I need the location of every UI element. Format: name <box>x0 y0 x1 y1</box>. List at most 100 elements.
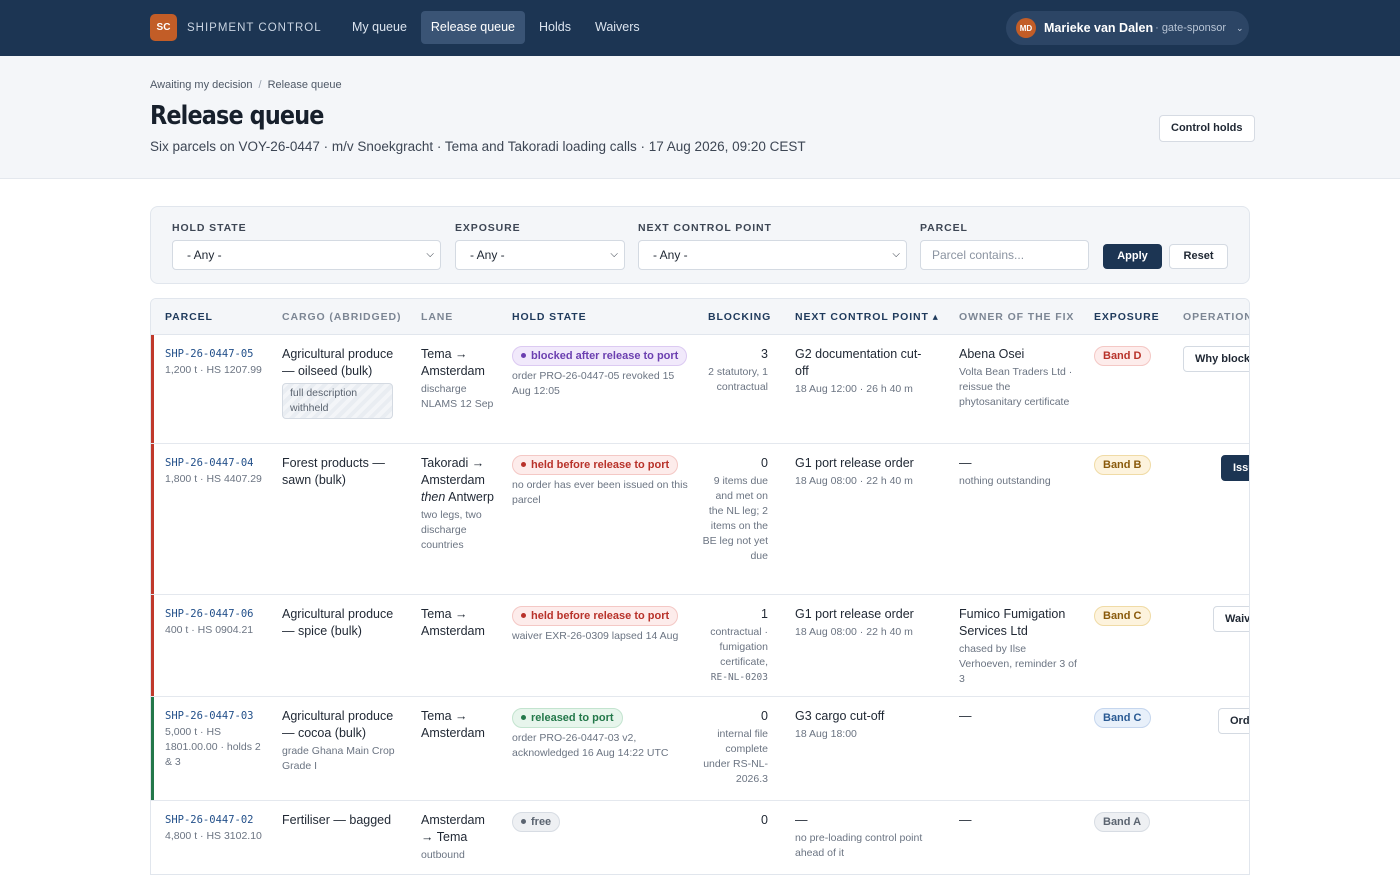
parcel-id-link[interactable]: SHP-26-0447-04 <box>165 457 254 469</box>
parcel-id-link[interactable]: SHP-26-0447-05 <box>165 348 254 360</box>
page-title: Release queue <box>150 101 324 131</box>
breadcrumb-parent[interactable]: Awaiting my decision <box>150 79 253 91</box>
brand[interactable]: SC SHIPMENT CONTROL <box>150 14 322 41</box>
exposure-label: EXPOSURE <box>455 222 521 234</box>
table-row[interactable]: SHP-26-0447-05 1,200 t · HS 1207.99 Agri… <box>151 335 1249 444</box>
col-cargo[interactable]: CARGO (ABRIDGED) <box>282 311 402 323</box>
waive-button[interactable]: Waive <box>1213 606 1249 632</box>
fix-owner-note: chased by Ilse Verhoeven, reminder 3 of … <box>959 643 1077 685</box>
parcel-meta: 5,000 t · HS 1801.00.00 · holds 2 & 3 <box>165 726 261 768</box>
order-button[interactable]: Order <box>1218 708 1249 734</box>
next-control-time: 18 Aug 08:00 · 22 h 40 m <box>795 626 913 638</box>
col-owner[interactable]: OWNER OF THE FIX <box>959 311 1075 323</box>
fix-owner: — <box>959 709 972 723</box>
blocking-count: 0 <box>761 456 768 470</box>
hold-state-value: - Any - <box>187 248 222 262</box>
lane: Tema → Amsterdam <box>421 607 485 638</box>
col-blocking[interactable]: BLOCKING <box>708 311 772 323</box>
col-exposure[interactable]: EXPOSURE <box>1094 311 1160 323</box>
blocking-count: 1 <box>761 607 768 621</box>
nav-waivers[interactable]: Waivers <box>594 20 640 34</box>
hold-state-select[interactable]: - Any - ⌵ <box>172 240 441 270</box>
hold-note: order PRO-26-0447-05 revoked 15 Aug 12:0… <box>512 370 675 397</box>
cargo-description: Agricultural produce — cocoa (bulk) <box>282 709 394 740</box>
filter-panel: HOLD STATE - Any - ⌵ EXPOSURE - Any - ⌵ … <box>150 206 1250 284</box>
nav-my-queue[interactable]: My queue <box>352 20 407 34</box>
exposure-badge: Band B <box>1094 455 1151 475</box>
control-holds-button[interactable]: Control holds <box>1159 115 1255 142</box>
table-row[interactable]: SHP-26-0447-04 1,800 t · HS 4407.29 Fore… <box>151 444 1249 595</box>
page-subtitle: Six parcels on VOY-26-0447 · m/v Snoekgr… <box>150 139 806 154</box>
parcel-label: PARCEL <box>920 222 968 234</box>
parcel-meta: 400 t · HS 0904.21 <box>165 624 254 636</box>
fix-owner-note: Volta Bean Traders Ltd · reissue the phy… <box>959 366 1073 408</box>
table-row[interactable]: SHP-26-0447-03 5,000 t · HS 1801.00.00 ·… <box>151 697 1249 801</box>
blocking-reference: RE-NL-0203 <box>710 672 768 683</box>
next-control-point: G2 documentation cut-off <box>795 347 922 378</box>
chevron-down-icon: ⌄ <box>1236 22 1244 33</box>
row-status-bar <box>151 335 154 443</box>
logo: SC <box>150 14 177 41</box>
blocking-note: 9 items due and met on the NL leg; 2 ite… <box>702 475 768 562</box>
next-control-point-value: - Any - <box>653 248 688 262</box>
nav-release-queue[interactable]: Release queue <box>420 11 526 44</box>
next-control-point-label: NEXT CONTROL POINT <box>638 222 772 234</box>
status-label: released to port <box>531 712 614 724</box>
next-control-point-select[interactable]: - Any - ⌵ <box>638 240 907 270</box>
chevron-down-icon: ⌵ <box>426 249 434 260</box>
lane-onward: Antwerp <box>448 490 494 504</box>
breadcrumb-separator: / <box>258 79 262 91</box>
table-row[interactable]: SHP-26-0447-06 400 t · HS 0904.21 Agricu… <box>151 595 1249 697</box>
issue-button[interactable]: Issue <box>1221 455 1249 481</box>
exposure-badge: Band A <box>1094 812 1151 832</box>
parcel-id-link[interactable]: SHP-26-0447-06 <box>165 608 254 620</box>
reset-button[interactable]: Reset <box>1169 244 1228 269</box>
top-navigation-bar: SC SHIPMENT CONTROL My queue Release que… <box>0 0 1400 56</box>
col-hold-state[interactable]: HOLD STATE <box>512 311 587 323</box>
release-table: PARCEL CARGO (ABRIDGED) LANE HOLD STATE … <box>150 298 1250 875</box>
lane-note: outbound <box>421 849 465 861</box>
lane-note: discharge NLAMS 12 Sep <box>421 383 494 410</box>
lane: Takoradi → Amsterdam then Antwerp <box>421 455 499 506</box>
parcel-id-link[interactable]: SHP-26-0447-02 <box>165 814 254 826</box>
user-menu[interactable]: MD Marieke van Dalen · gate-sponsor ⌄ <box>1006 11 1249 45</box>
next-control-time: 18 Aug 08:00 · 22 h 40 m <box>795 475 913 487</box>
fix-owner-note: nothing outstanding <box>959 475 1051 487</box>
next-control-time: 18 Aug 18:00 <box>795 728 857 740</box>
fix-owner: — <box>959 813 972 827</box>
lane-then: then <box>421 490 446 504</box>
cargo-description: Agricultural produce — oilseed (bulk) <box>282 347 394 378</box>
cargo-description: Fertiliser — bagged <box>282 813 392 827</box>
nav-holds[interactable]: Holds <box>539 20 571 34</box>
exposure-select[interactable]: - Any - ⌵ <box>455 240 625 270</box>
fix-owner: Abena Osei <box>959 347 1025 361</box>
status-label: held before release to port <box>531 610 670 622</box>
row-status-bar <box>151 444 154 594</box>
next-control-time: no pre-loading control point ahead of it <box>795 832 923 859</box>
breadcrumb-current: Release queue <box>267 79 342 91</box>
col-next-control-point[interactable]: NEXT CONTROL POINT ▴ <box>795 311 939 323</box>
col-parcel[interactable]: PARCEL <box>165 311 213 323</box>
parcel-meta: 1,200 t · HS 1207.99 <box>165 364 262 376</box>
col-lane[interactable]: LANE <box>421 311 454 323</box>
blocking-count: 0 <box>761 813 768 827</box>
hold-state-label: HOLD STATE <box>172 222 247 234</box>
why-blocked-button[interactable]: Why blocked <box>1183 346 1249 372</box>
exposure-badge: Band D <box>1094 346 1151 366</box>
parcel-id-link[interactable]: SHP-26-0447-03 <box>165 710 254 722</box>
table-row[interactable]: SHP-26-0447-02 4,800 t · HS 3102.10 Fert… <box>151 801 1249 874</box>
fix-owner: — <box>959 456 972 470</box>
status-badge: blocked after release to port <box>512 346 688 366</box>
status-dot <box>521 612 526 618</box>
row-status-bar <box>151 595 154 696</box>
blocking-count: 0 <box>761 709 768 723</box>
parcel-search-input[interactable]: Parcel contains... <box>920 240 1089 270</box>
blocking-note: 2 statutory, 1 contractual <box>708 366 768 393</box>
lane: Tema → Amsterdam <box>421 347 485 378</box>
user-name: Marieke van Dalen <box>1044 21 1154 35</box>
chevron-down-icon: ⌵ <box>892 249 900 260</box>
parcel-meta: 4,800 t · HS 3102.10 <box>165 830 262 842</box>
parcel-meta: 1,800 t · HS 4407.29 <box>165 473 262 485</box>
cargo-description: Agricultural produce — spice (bulk) <box>282 607 394 638</box>
apply-button[interactable]: Apply <box>1103 244 1162 269</box>
